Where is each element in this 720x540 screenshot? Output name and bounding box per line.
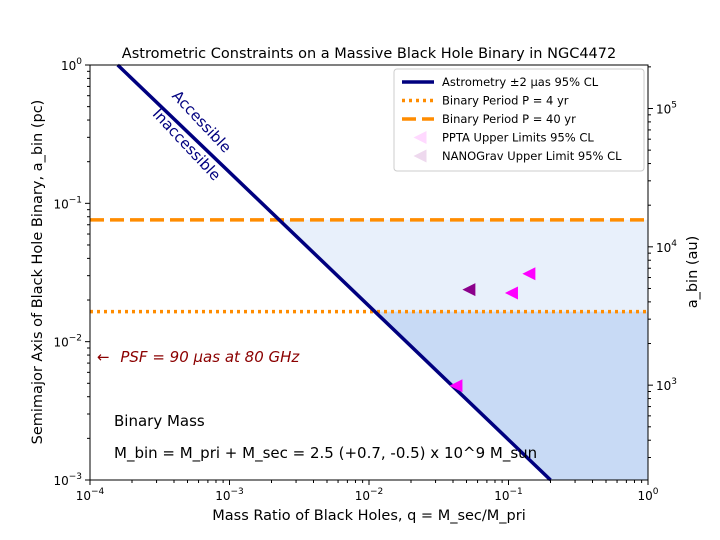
ppta-marker-0 <box>449 379 463 393</box>
psf-text: PSF = 90 μas at 80 GHz <box>120 348 300 366</box>
psf-annotation: ← PSF = 90 μas at 80 GHz <box>97 348 300 366</box>
legend-label-3: PPTA Upper Limits 95% CL <box>442 131 594 145</box>
y-axis-label: Semimajor Axis of Black Hole Binary, a_b… <box>30 100 46 445</box>
astrometry-line-group <box>116 63 552 482</box>
region-accessible-below-P4yr <box>374 311 648 480</box>
ppta-marker-1 <box>504 286 518 300</box>
astrometry-line <box>116 63 552 482</box>
x-tick-label-3: 10−1 <box>494 487 523 503</box>
right-y-axis-ticks: 103 104 105 <box>648 66 677 458</box>
legend: Astrometry ±2 μas 95% CL Binary Period P … <box>393 68 645 172</box>
legend-label-1: Binary Period P = 4 yr <box>442 94 569 108</box>
legend-box <box>393 68 645 172</box>
x-tick-label-0: 10−4 <box>76 487 105 503</box>
x-tick-label-4: 100 <box>637 487 658 503</box>
binary-mass-formula: M_bin = M_pri + M_sec = 2.5 (+0.7, -0.5)… <box>114 444 537 463</box>
chart-title: Astrometric Constraints on a Massive Bla… <box>122 46 616 62</box>
x-axis-ticks: 10−4 10−3 10−2 10−1 100 <box>76 480 659 503</box>
y-tick-label-1: 10−2 <box>53 334 82 350</box>
period-lines <box>90 218 648 314</box>
right-y-tick-label-2: 105 <box>656 100 677 116</box>
y-tick-label-2: 10−1 <box>53 195 82 211</box>
legend-label-2: Binary Period P = 40 yr <box>442 112 576 126</box>
right-y-tick-label-1: 104 <box>656 239 677 255</box>
y-axis-ticks: 10−3 10−2 10−1 100 <box>53 57 90 488</box>
right-y-tick-label-0: 103 <box>656 377 677 393</box>
psf-arrow: ← <box>97 348 110 366</box>
ppta-marker-2 <box>522 267 536 281</box>
y-tick-label-3: 100 <box>61 57 82 73</box>
x-axis-label: Mass Ratio of Black Holes, q = M_sec/M_p… <box>212 508 526 524</box>
y-tick-label-0: 10−3 <box>53 472 82 488</box>
shaded-regions <box>279 219 648 480</box>
legend-label-4: NANOGrav Upper Limit 95% CL <box>442 149 622 163</box>
binary-mass-title: Binary Mass <box>114 412 205 430</box>
right-y-axis-label: a_bin (au) <box>685 236 701 309</box>
x-tick-label-2: 10−2 <box>355 487 384 503</box>
x-tick-label-1: 10−3 <box>215 487 244 503</box>
legend-label-0: Astrometry ±2 μas 95% CL <box>442 75 599 89</box>
nanograv-marker-0 <box>462 283 476 297</box>
